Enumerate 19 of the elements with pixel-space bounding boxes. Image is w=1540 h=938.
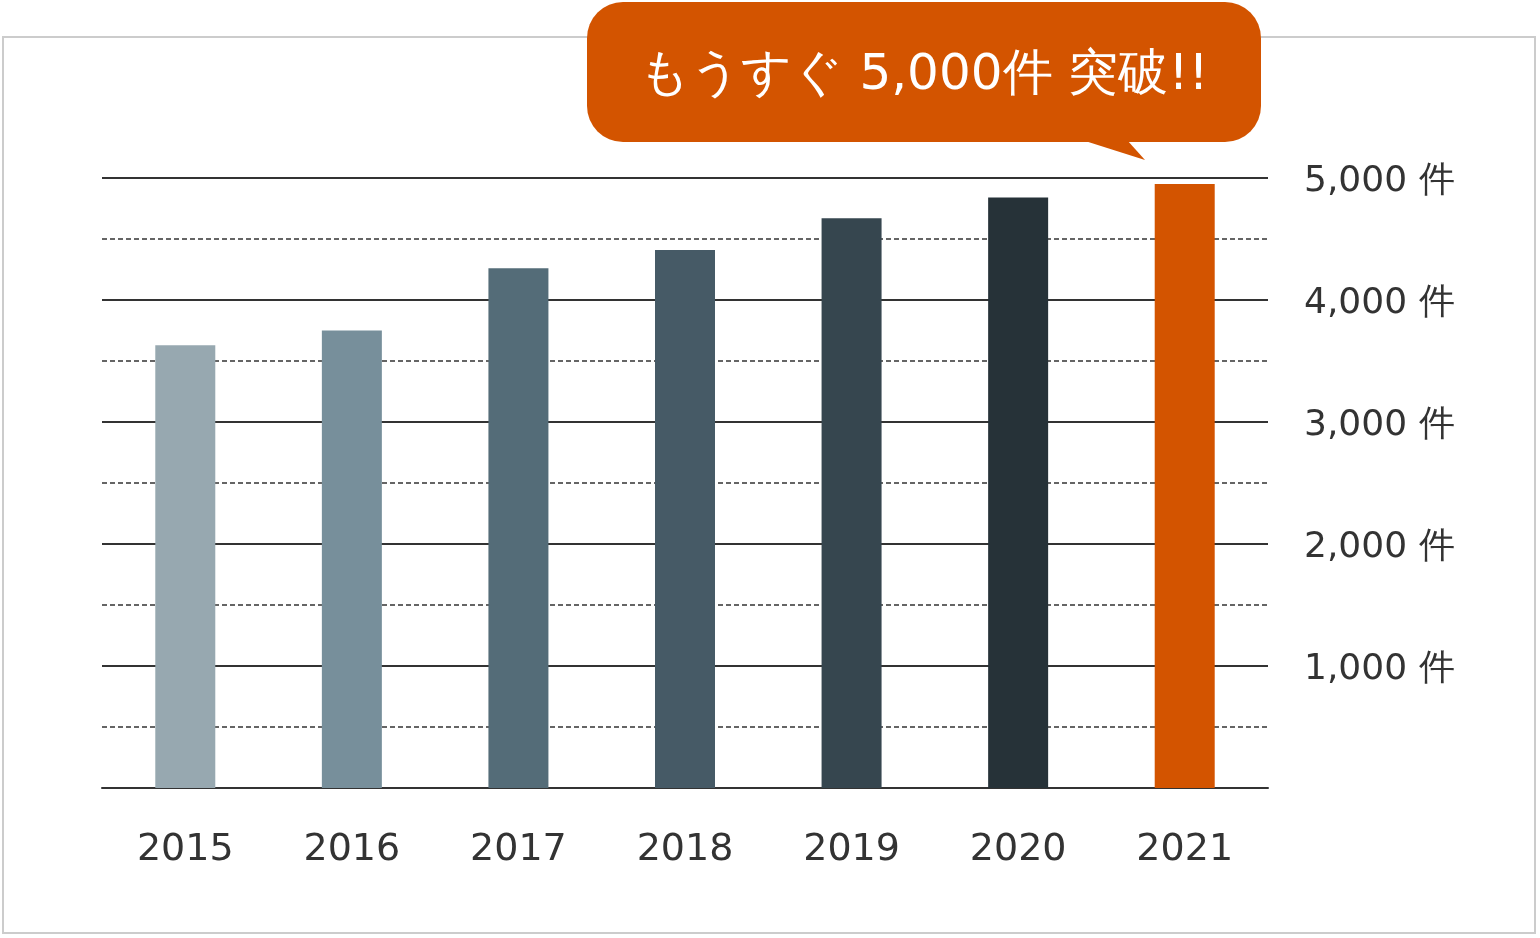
y-tick-label: 2,000 件 — [1304, 523, 1455, 565]
y-tick-label: 3,000 件 — [1304, 401, 1455, 443]
x-tick-label: 2020 — [969, 825, 1067, 869]
x-tick-label: 2019 — [803, 825, 900, 869]
bar — [821, 218, 882, 788]
y-tick-label: 5,000 件 — [1304, 157, 1455, 199]
bar — [488, 268, 549, 788]
y-tick-label: 1,000 件 — [1304, 645, 1455, 687]
bar — [655, 249, 715, 788]
bar — [321, 330, 382, 788]
bar — [988, 197, 1049, 788]
x-tick-label: 2018 — [636, 825, 734, 869]
bar — [155, 345, 216, 788]
bar — [1154, 184, 1215, 788]
y-tick-label: 4,000 件 — [1304, 279, 1455, 321]
x-tick-label: 2017 — [470, 825, 567, 869]
x-tick-label: 2021 — [1136, 825, 1234, 869]
x-tick-label: 2016 — [303, 825, 401, 869]
x-tick-label: 2015 — [136, 825, 234, 869]
